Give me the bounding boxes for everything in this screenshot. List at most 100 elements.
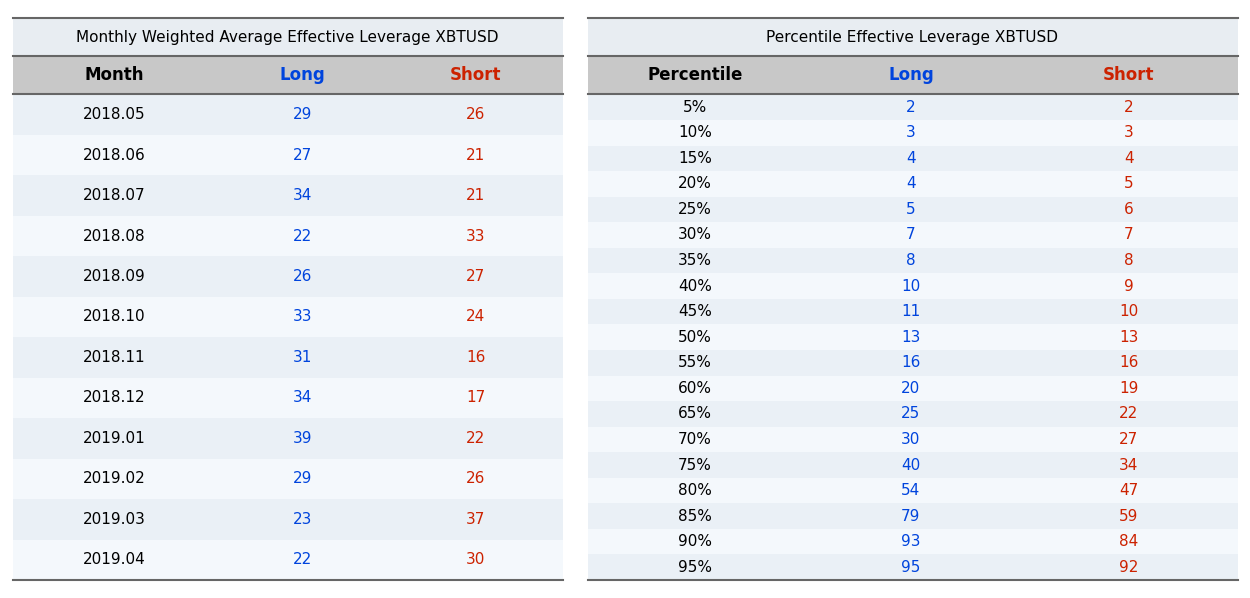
Text: 6: 6 (1124, 202, 1134, 217)
Text: 16: 16 (1119, 355, 1139, 370)
Text: 31: 31 (292, 350, 312, 365)
Text: Long: Long (280, 66, 325, 84)
Text: 23: 23 (292, 512, 312, 527)
Text: 30: 30 (466, 553, 485, 568)
Bar (12, 499, 562, 539)
Bar (12, 378, 562, 418)
Text: 8: 8 (906, 253, 916, 268)
Text: 35%: 35% (678, 253, 711, 268)
Text: Monthly Weighted Average Effective Leverage XBTUSD: Monthly Weighted Average Effective Lever… (76, 29, 499, 45)
Bar (12, 216, 562, 257)
Bar (12, 257, 562, 297)
Bar (588, 478, 1238, 504)
Text: 27: 27 (466, 269, 485, 284)
Text: 21: 21 (466, 148, 485, 163)
Bar (588, 376, 1238, 401)
Text: 22: 22 (292, 553, 312, 568)
Text: Month: Month (85, 66, 144, 84)
Text: 5: 5 (906, 202, 916, 217)
Text: 22: 22 (1119, 407, 1139, 422)
Text: Short: Short (1102, 66, 1155, 84)
Bar (588, 222, 1238, 248)
Text: 92: 92 (1119, 560, 1139, 575)
Bar (588, 529, 1238, 554)
Text: 25: 25 (901, 407, 920, 422)
Text: 47: 47 (1119, 483, 1139, 498)
Text: 79: 79 (901, 509, 920, 524)
Text: 29: 29 (292, 471, 312, 486)
Text: 25%: 25% (678, 202, 711, 217)
Bar (12, 18, 562, 56)
Text: 2019.03: 2019.03 (82, 512, 146, 527)
Text: 33: 33 (466, 228, 485, 243)
Text: 2018.05: 2018.05 (82, 107, 145, 122)
Text: 21: 21 (466, 188, 485, 203)
Text: 70%: 70% (678, 432, 711, 447)
Text: 2018.12: 2018.12 (82, 390, 145, 405)
Text: 5: 5 (1124, 176, 1134, 191)
Text: 34: 34 (292, 188, 312, 203)
Text: 50%: 50% (678, 329, 711, 344)
Text: 16: 16 (901, 355, 920, 370)
Bar (588, 401, 1238, 427)
Text: 75%: 75% (678, 457, 711, 472)
Bar (12, 297, 562, 337)
Text: 10: 10 (901, 279, 920, 294)
Text: 2018.06: 2018.06 (82, 148, 145, 163)
Text: 60%: 60% (678, 381, 711, 396)
Text: 2019.01: 2019.01 (82, 431, 145, 446)
Bar (12, 539, 562, 580)
Text: 2: 2 (1124, 100, 1134, 115)
Text: 4: 4 (906, 176, 916, 191)
Text: 2019.02: 2019.02 (82, 471, 145, 486)
Text: 39: 39 (292, 431, 312, 446)
Text: 3: 3 (906, 125, 916, 140)
Bar (588, 94, 1238, 120)
Text: 40%: 40% (678, 279, 711, 294)
Text: 26: 26 (292, 269, 312, 284)
Text: 85%: 85% (678, 509, 711, 524)
Bar (588, 18, 1238, 56)
Text: 45%: 45% (678, 304, 711, 319)
Text: 2018.11: 2018.11 (82, 350, 145, 365)
Text: 33: 33 (292, 310, 312, 325)
Text: Long: Long (888, 66, 934, 84)
Text: 11: 11 (901, 304, 920, 319)
Text: 20: 20 (901, 381, 920, 396)
Text: 22: 22 (466, 431, 485, 446)
Text: 19: 19 (1119, 381, 1139, 396)
Text: 84: 84 (1119, 534, 1139, 549)
Text: 4: 4 (906, 151, 916, 166)
Text: 8: 8 (1124, 253, 1134, 268)
Text: 30%: 30% (678, 227, 711, 242)
Text: 2: 2 (906, 100, 916, 115)
Text: 2019.04: 2019.04 (82, 553, 145, 568)
Text: 34: 34 (1119, 457, 1139, 472)
Text: 13: 13 (1119, 329, 1139, 344)
Text: 80%: 80% (678, 483, 711, 498)
Bar (12, 135, 562, 175)
Bar (588, 171, 1238, 197)
Text: 7: 7 (1124, 227, 1134, 242)
Text: 93: 93 (901, 534, 920, 549)
Text: 27: 27 (292, 148, 312, 163)
Text: 24: 24 (466, 310, 485, 325)
Bar (588, 299, 1238, 325)
Bar (588, 554, 1238, 580)
Bar (588, 452, 1238, 478)
Text: 5%: 5% (682, 100, 707, 115)
Text: 22: 22 (292, 228, 312, 243)
Text: 4: 4 (1124, 151, 1134, 166)
Text: 10%: 10% (678, 125, 711, 140)
Text: 7: 7 (906, 227, 916, 242)
Bar (588, 504, 1238, 529)
Text: 65%: 65% (678, 407, 711, 422)
Text: 9: 9 (1124, 279, 1134, 294)
Text: 2018.10: 2018.10 (82, 310, 145, 325)
Bar (588, 145, 1238, 171)
Bar (588, 427, 1238, 452)
Text: 90%: 90% (678, 534, 711, 549)
Text: 2018.07: 2018.07 (82, 188, 145, 203)
Bar (12, 337, 562, 378)
Text: 15%: 15% (678, 151, 711, 166)
